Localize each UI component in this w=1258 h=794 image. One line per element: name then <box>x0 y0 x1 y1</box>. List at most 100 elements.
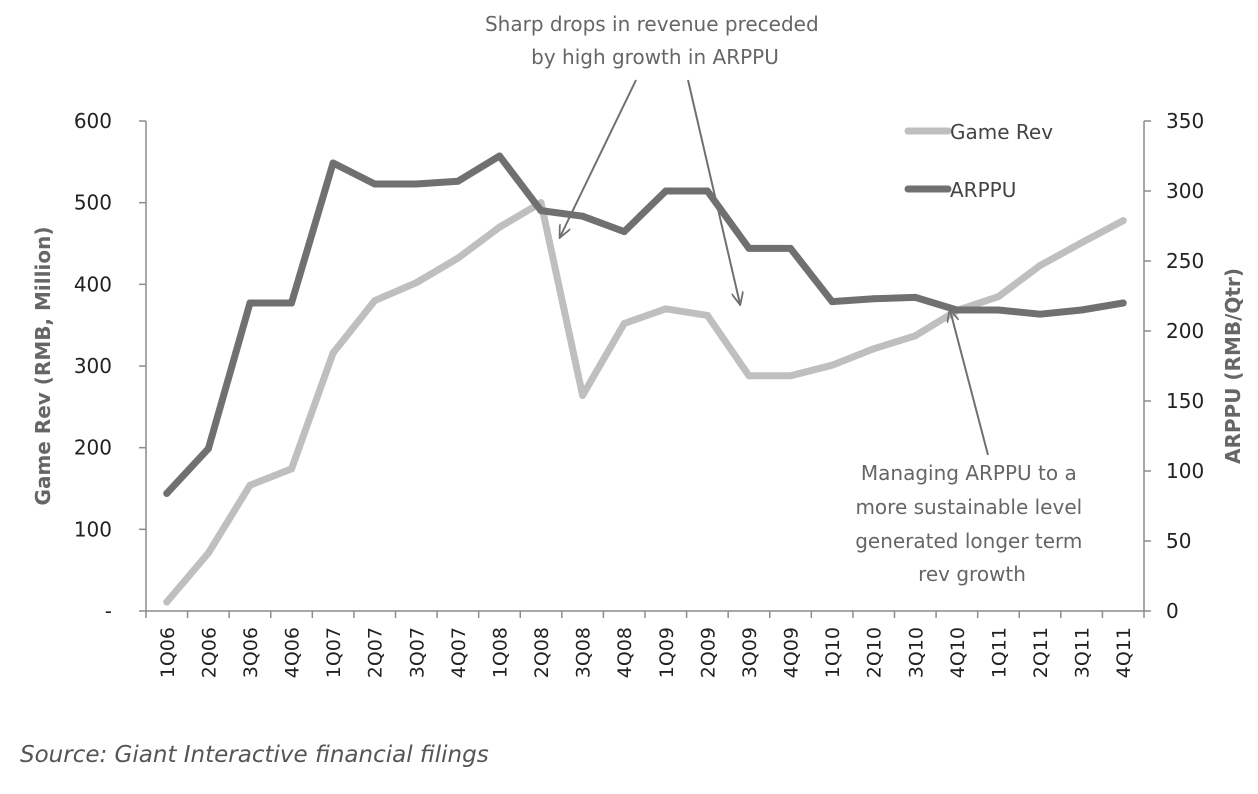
data-point-game-rev <box>620 320 628 328</box>
data-point-arppu <box>371 180 379 188</box>
data-point-arppu <box>620 228 628 236</box>
right-y-tick-label: 350 <box>1166 109 1204 133</box>
data-point-game-rev <box>1119 217 1127 225</box>
data-point-arppu <box>1078 306 1086 314</box>
data-point-arppu <box>1119 299 1127 307</box>
data-point-arppu <box>495 152 503 160</box>
data-point-arppu <box>329 159 337 167</box>
data-point-arppu <box>953 306 961 314</box>
data-point-arppu <box>412 180 420 188</box>
data-point-arppu <box>579 212 587 220</box>
source-note: Source: Giant Interactive financial fili… <box>20 742 489 768</box>
data-point-game-rev <box>994 293 1002 301</box>
data-point-game-rev <box>787 372 795 380</box>
annotation-revenue-drops: Sharp drops in revenue preceded by high … <box>485 12 825 69</box>
data-point-arppu <box>911 293 919 301</box>
annotation-line: more sustainable level <box>855 495 1082 519</box>
data-point-arppu <box>204 445 212 453</box>
x-tick-label: 3Q11 <box>1072 627 1094 678</box>
x-tick-label: 3Q06 <box>240 627 262 678</box>
data-point-game-rev <box>288 465 296 473</box>
data-point-game-rev <box>870 345 878 353</box>
data-point-arppu <box>870 295 878 303</box>
data-point-arppu <box>828 298 836 306</box>
data-point-game-rev <box>579 391 587 399</box>
x-tick-label: 1Q09 <box>656 627 678 678</box>
left-y-tick-label: 200 <box>74 436 112 460</box>
annotation-arrow <box>687 79 740 304</box>
right-y-tick-label: 0 <box>1166 599 1179 623</box>
right-y-axis-title: ARPPU (RMB/Qtr) <box>1221 268 1245 464</box>
legend: Game Rev ARPPU <box>904 120 1053 202</box>
right-y-tick-label: 150 <box>1166 389 1204 413</box>
data-point-arppu <box>703 187 711 195</box>
x-tick-label: 2Q06 <box>198 627 220 678</box>
x-tick-label: 4Q08 <box>614 627 636 678</box>
left-y-tick-label: - <box>105 599 112 623</box>
right-y-tick-label: 50 <box>1166 529 1191 553</box>
x-tick-label: 2Q07 <box>365 627 387 678</box>
x-tick-label: 3Q10 <box>905 627 927 678</box>
x-tick-label: 3Q08 <box>573 627 595 678</box>
data-point-game-rev <box>454 254 462 262</box>
data-point-arppu <box>787 244 795 252</box>
data-point-arppu <box>1036 310 1044 318</box>
annotation-line: by high growth in ARPPU <box>531 45 779 69</box>
x-tick-label: 2Q08 <box>531 627 553 678</box>
x-tick-label: 2Q11 <box>1030 627 1052 678</box>
data-point-arppu <box>163 489 171 497</box>
annotation-arrows <box>560 79 989 456</box>
right-y-tick-label: 250 <box>1166 249 1204 273</box>
annotation-line: rev growth <box>918 562 1026 586</box>
left-y-tick-label: 300 <box>74 354 112 378</box>
right-y-tick-label: 100 <box>1166 459 1204 483</box>
data-point-game-rev <box>703 311 711 319</box>
left-y-tick-label: 100 <box>74 517 112 541</box>
x-tick-label: 1Q06 <box>157 627 179 678</box>
data-point-arppu <box>745 244 753 252</box>
annotation-line: Sharp drops in revenue preceded <box>485 12 819 36</box>
legend-label-arppu: ARPPU <box>950 178 1016 202</box>
annotation-line: generated longer term <box>855 529 1082 553</box>
data-point-arppu <box>994 306 1002 314</box>
x-tick-label: 1Q08 <box>489 627 511 678</box>
x-tick-label: 1Q11 <box>988 627 1010 678</box>
data-point-game-rev <box>828 361 836 369</box>
x-tick-label: 1Q10 <box>822 627 844 678</box>
data-point-game-rev <box>662 305 670 313</box>
data-point-arppu <box>662 187 670 195</box>
data-point-game-rev <box>329 349 337 357</box>
left-y-tick-label: 500 <box>74 191 112 215</box>
left-y-tick-label: 600 <box>74 109 112 133</box>
data-point-game-rev <box>1036 262 1044 270</box>
left-y-axis-title: Game Rev (RMB, Million) <box>31 227 55 506</box>
data-point-game-rev <box>412 279 420 287</box>
right-y-tick-label: 300 <box>1166 179 1204 203</box>
series-line-arppu <box>163 152 1127 497</box>
data-point-game-rev <box>163 598 171 606</box>
right-y-tick-label: 200 <box>1166 319 1204 343</box>
x-tick-label: 4Q07 <box>448 627 470 678</box>
data-point-arppu <box>246 299 254 307</box>
annotation-arrow <box>560 79 637 237</box>
x-tick-label: 4Q09 <box>781 627 803 678</box>
data-point-game-rev <box>911 332 919 340</box>
x-tick-label: 3Q09 <box>739 627 761 678</box>
x-tick-label: 4Q10 <box>947 627 969 678</box>
x-tick-label: 3Q07 <box>406 627 428 678</box>
x-tick-label: 4Q11 <box>1113 627 1135 678</box>
x-axis-ticks: 1Q06 2Q06 3Q06 4Q06 1Q07 2Q07 3Q07 4Q07 1Q08 2Q08… <box>145 611 1145 678</box>
data-point-arppu <box>537 207 545 215</box>
data-point-game-rev <box>495 223 503 231</box>
annotation-line: Managing ARPPU to a <box>861 461 1077 485</box>
annotation-arrow <box>950 310 989 456</box>
data-point-game-rev <box>204 549 212 557</box>
data-point-arppu <box>288 299 296 307</box>
left-y-axis-ticks: - 100 200 300 400 500 600 <box>74 109 146 623</box>
x-tick-label: 2Q10 <box>864 627 886 678</box>
legend-label-game-rev: Game Rev <box>950 120 1053 144</box>
left-y-tick-label: 400 <box>74 272 112 296</box>
annotation-arppu-management: Managing ARPPU to a more sustainable lev… <box>855 461 1089 586</box>
right-y-axis-ticks: 0 50 100 150 200 250 300 350 <box>1144 109 1204 623</box>
